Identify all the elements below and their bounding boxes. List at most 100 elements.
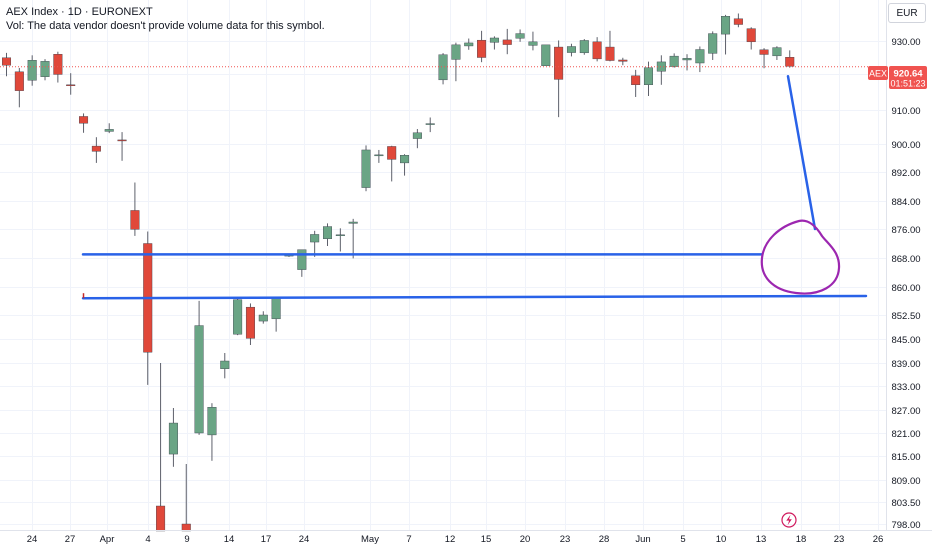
time-axis[interactable]: 24 27 Apr 4 9 14 17 24 May 7 12 15 20 23 28 Jun 5 10 13 18 2…	[27, 534, 884, 545]
candle	[451, 42, 461, 82]
price-tick-label: 876.00	[891, 225, 920, 236]
time-tick-label: 24	[299, 534, 310, 545]
last-price-tag: AEX 920.64 01:51:23	[868, 66, 927, 89]
price-tick-label: 809.00	[891, 476, 920, 487]
candle	[79, 113, 89, 133]
candle	[464, 38, 474, 50]
candle	[207, 403, 217, 461]
candle	[181, 464, 191, 532]
pointer-line[interactable]	[786, 75, 817, 231]
candle	[271, 297, 281, 332]
candle	[361, 145, 371, 192]
price-tick-label: 827.00	[891, 406, 920, 417]
price-tick-label: 884.00	[891, 197, 920, 208]
candle-body	[451, 44, 461, 60]
candle	[245, 303, 255, 345]
candle	[656, 55, 666, 85]
candle-body	[117, 139, 127, 142]
candle	[682, 54, 692, 71]
candle-body	[425, 123, 435, 125]
candle-body	[528, 41, 538, 46]
candle-body	[438, 54, 448, 81]
candle	[733, 13, 743, 28]
candle	[502, 28, 512, 55]
candle	[14, 67, 24, 108]
candle-body	[181, 523, 191, 532]
candle	[579, 39, 589, 55]
price-tick-label: 803.50	[891, 498, 920, 509]
candle	[117, 132, 127, 161]
currency-button[interactable]: EUR	[888, 3, 926, 23]
time-tick-label: 20	[520, 534, 531, 545]
candle-body	[194, 325, 204, 434]
candle-body	[541, 44, 551, 66]
candles	[2, 13, 795, 532]
horizontal-line-lower[interactable]	[81, 294, 868, 300]
candle	[618, 57, 628, 66]
candle-body	[361, 149, 371, 188]
candle-body	[335, 234, 345, 237]
candle-body	[14, 71, 24, 91]
candle	[785, 50, 795, 68]
price-tick-label: 821.00	[891, 429, 920, 440]
candle-body	[40, 61, 50, 77]
candle	[489, 36, 499, 50]
candle-body	[323, 226, 333, 239]
lightning-icon[interactable]	[781, 512, 797, 528]
candle	[669, 53, 679, 68]
time-tick-label: 26	[873, 534, 884, 545]
candle	[541, 44, 551, 66]
candle-body	[464, 42, 474, 47]
candle	[91, 137, 101, 163]
candle	[168, 408, 178, 467]
candle-body	[79, 116, 89, 124]
user-drawings[interactable]	[81, 75, 868, 300]
time-tick-label: May	[361, 534, 379, 545]
time-tick-label: 28	[599, 534, 610, 545]
price-tick-label: 860.00	[891, 283, 920, 294]
candle	[605, 30, 615, 62]
price-tick-label: 833.00	[891, 382, 920, 393]
candle-body	[258, 314, 268, 322]
candle-body	[91, 145, 101, 152]
candle	[310, 230, 320, 257]
candle	[759, 48, 769, 69]
candle	[721, 14, 731, 55]
price-tick-label: 892.00	[891, 168, 920, 179]
candle	[40, 59, 50, 81]
candle	[515, 29, 525, 42]
time-tick-label: Jun	[635, 534, 650, 545]
candle	[374, 149, 384, 163]
candle	[746, 27, 756, 50]
candle	[27, 55, 37, 86]
candle	[554, 40, 564, 118]
time-tick-label: 13	[756, 534, 767, 545]
candle	[566, 43, 576, 57]
candle	[348, 218, 358, 259]
time-tick-label: 5	[680, 534, 685, 545]
candle-body	[53, 54, 63, 75]
candle-body	[708, 33, 718, 54]
candle	[66, 73, 76, 95]
candle	[220, 353, 230, 379]
candle-body	[746, 28, 756, 43]
candle	[233, 297, 243, 336]
candle-body	[400, 154, 410, 164]
candle-body	[759, 49, 769, 55]
symbol-title[interactable]: AEX Index · 1D · EURONEXT	[6, 6, 153, 18]
candle-body	[233, 299, 243, 335]
candle-body	[554, 46, 564, 80]
hand-drawn-circle[interactable]	[760, 219, 841, 295]
candle-body	[502, 39, 512, 45]
candle	[772, 46, 782, 60]
chart-legend: AEX Index · 1D · EURONEXT Vol: The data …	[6, 5, 325, 33]
candle	[695, 46, 705, 73]
candle-body	[515, 33, 525, 39]
price-axis[interactable]: 930.00918.00910.00900.00892.00884.00876.…	[891, 37, 920, 531]
candle-body	[156, 505, 166, 532]
time-tick-label: 17	[261, 534, 272, 545]
price-tick-label: 815.00	[891, 452, 920, 463]
candle	[528, 31, 538, 51]
candle	[323, 223, 333, 247]
